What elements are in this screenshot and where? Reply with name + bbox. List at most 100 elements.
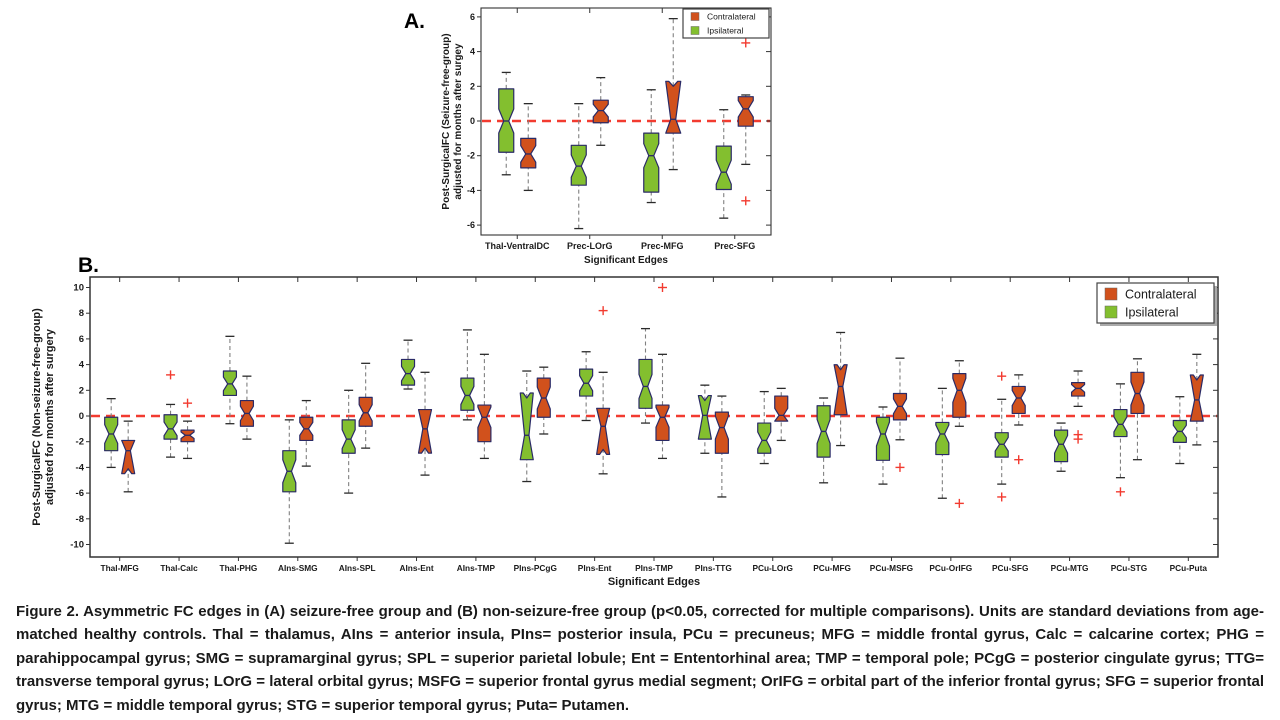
y-tick-label: -4 (467, 185, 475, 195)
notched-box (1053, 429, 1069, 463)
category-label: Thal-PHG (220, 563, 258, 573)
box-group-contralateral-AIns-TMP (477, 353, 492, 460)
category-label: PCu-STG (1111, 563, 1147, 573)
box-group-contralateral-PIns-PCgG (536, 366, 551, 435)
notched-box (757, 422, 772, 454)
y-tick-label: -6 (76, 488, 84, 499)
category-label: Prec-SFG (714, 241, 755, 251)
box-group-contralateral-Thal-Calc (180, 398, 195, 460)
notched-box (596, 407, 611, 456)
notched-box (417, 408, 433, 454)
notched-box (570, 144, 587, 186)
box-group-ipsilateral-PCu-MFG (816, 397, 831, 484)
box-group-ipsilateral-Thal-VentralDC (498, 71, 515, 176)
category-label: PCu-MTG (1051, 563, 1089, 573)
notched-box (520, 137, 537, 169)
box-group-ipsilateral-Thal-PHG (222, 335, 238, 425)
box-group-contralateral-PCu-MTG (1070, 370, 1086, 444)
box-group-contralateral-Thal-PHG (239, 375, 255, 440)
box-group-ipsilateral-PCu-MTG (1053, 422, 1069, 472)
box-group-contralateral-Prec-SFG (737, 38, 754, 206)
box-group-ipsilateral-PIns-TMP (638, 327, 653, 424)
box-group-ipsilateral-PIns-Ent (579, 351, 594, 422)
box-group-ipsilateral-PCu-LOrG (757, 390, 772, 465)
legend-ipsilateral-swatch (1104, 305, 1118, 319)
legend-ipsilateral-label: Ipsilateral (1125, 306, 1179, 320)
box-group-ipsilateral-Prec-LOrG (570, 103, 587, 230)
notched-box (592, 99, 609, 124)
category-label: Thal-Calc (160, 563, 198, 573)
x-axis-title: Significant Edges (584, 255, 668, 266)
box-group-ipsilateral-PCu-OrIFG (935, 387, 950, 499)
figure-caption: Figure 2. Asymmetric FC edges in (A) sei… (16, 603, 1264, 714)
panel-b-boxplot-chart: -10 -8 -6 -4 -2 0 2 4 6 8 10 Thal-MFG Thal-Calc Thal-… (31, 276, 1219, 588)
notched-box (341, 419, 356, 454)
category-label: Thal-VentralDC (485, 241, 550, 251)
box-group-contralateral-PCu-OrIFG (952, 360, 967, 508)
y-axis-title-line2: adjusted for months after surgey (453, 43, 464, 200)
y-tick-label: -8 (76, 514, 84, 525)
notched-box (1113, 408, 1128, 438)
panel-b-label: B. (78, 254, 99, 277)
y-tick-label: 2 (79, 385, 84, 396)
notched-box (952, 372, 967, 418)
box-group-ipsilateral-AIns-SPL (341, 389, 356, 494)
box-group-ipsilateral-AIns-Ent (400, 339, 416, 390)
box-group-contralateral-PCu-SFG (1011, 374, 1026, 465)
box-group-ipsilateral-PIns-TTG (697, 384, 712, 454)
category-label: AIns-SMG (278, 563, 318, 573)
category-label: PCu-LOrG (752, 563, 793, 573)
notched-box (833, 364, 848, 416)
y-tick-label: 10 (73, 283, 84, 294)
panel-a-boxplot-chart: -6 -4 -2 0 2 4 6 Thal-VentralDC Prec-LOrG Prec-MF… (441, 7, 772, 266)
category-label: Thal-MFG (101, 563, 139, 573)
box-group-contralateral-PIns-TTG (714, 395, 729, 498)
notched-box (1070, 381, 1086, 397)
notched-box (638, 358, 653, 409)
legend-contralateral-label: Contralateral (1125, 288, 1197, 302)
category-label: AIns-SPL (339, 563, 376, 573)
box-group-contralateral-Prec-LOrG (592, 76, 609, 146)
box-group-contralateral-PCu-MFG (833, 331, 848, 447)
plot-area: -10 -8 -6 -4 -2 0 2 4 6 8 10 Thal-MFG Thal-Calc Thal-… (31, 276, 1219, 588)
legend-contralateral-swatch (690, 12, 700, 21)
y-tick-label: -2 (467, 151, 475, 161)
notched-box (477, 404, 492, 443)
category-label: AIns-TMP (457, 563, 496, 573)
box-group-ipsilateral-PIns-PCgG (519, 370, 534, 483)
box-group-ipsilateral-AIns-SMG (282, 419, 297, 544)
y-tick-label: -6 (467, 220, 475, 230)
box-group-contralateral-PIns-TMP (655, 283, 670, 460)
category-label: PIns-TTG (695, 563, 732, 573)
category-label: PIns-Ent (578, 563, 612, 573)
legend-contralateral-label: Contralateral (707, 12, 756, 22)
box-group-contralateral-PCu-Puta (1189, 353, 1204, 446)
y-tick-label: -4 (76, 462, 85, 473)
notched-box (643, 132, 660, 193)
y-tick-label: 4 (470, 47, 475, 57)
box-group-ipsilateral-Prec-MFG (643, 89, 660, 204)
box-group-contralateral-PIns-Ent (596, 306, 611, 475)
notched-box (358, 396, 373, 427)
y-axis-title-line1: Post-SurgicalFC (Non-seizure-free-group) (31, 308, 43, 526)
notched-box (655, 404, 670, 442)
notched-box (163, 414, 178, 440)
box-group-contralateral-Thal-VentralDC (520, 103, 537, 192)
category-label: PIns-TMP (635, 563, 673, 573)
box-group-ipsilateral-Thal-Calc (163, 370, 178, 458)
notched-box (715, 145, 732, 191)
notched-box (665, 80, 682, 134)
y-tick-label: 0 (79, 411, 84, 422)
legend: Contralateral Ipsilateral (1096, 282, 1217, 326)
box-group-contralateral-Thal-MFG (121, 420, 136, 493)
legend-ipsilateral-swatch (690, 26, 700, 35)
category-label: PCu-MSFG (870, 563, 913, 573)
plot-area: -6 -4 -2 0 2 4 6 Thal-VentralDC Prec-LOrG Prec-MF… (441, 7, 772, 266)
y-tick-label: 2 (470, 81, 475, 91)
legend: Contralateral Ipsilateral (682, 8, 770, 39)
y-tick-label: 6 (470, 12, 475, 22)
category-label: PCu-OrIFG (929, 563, 972, 573)
notched-box (774, 395, 789, 422)
y-tick-label: 6 (79, 334, 84, 345)
category-label: PCu-Puta (1170, 563, 1208, 573)
